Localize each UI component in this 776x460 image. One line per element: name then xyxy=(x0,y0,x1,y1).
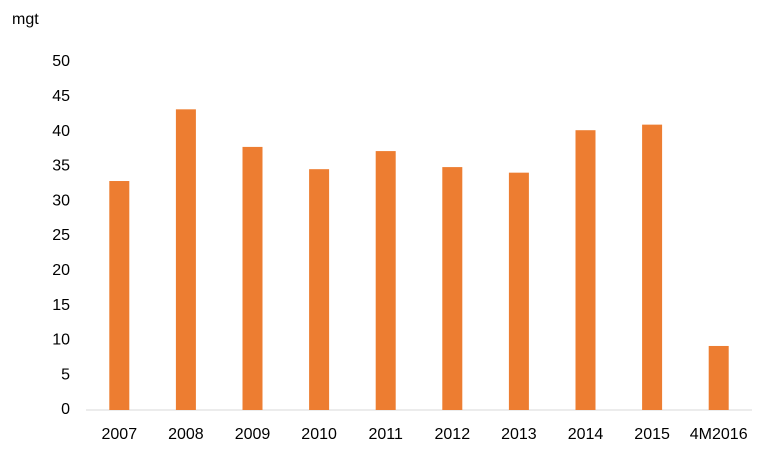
y-tick-label: 15 xyxy=(52,297,70,314)
x-tick-label: 2014 xyxy=(568,426,604,443)
x-tick-label: 2008 xyxy=(168,426,204,443)
x-tick-label: 4M2016 xyxy=(690,426,748,443)
x-tick-label: 2013 xyxy=(501,426,537,443)
y-tick-label: 20 xyxy=(52,262,70,279)
y-tick-label: 10 xyxy=(52,332,70,349)
bar xyxy=(508,172,529,410)
y-tick-label: 25 xyxy=(52,227,70,244)
bar xyxy=(708,345,729,410)
bar xyxy=(309,169,330,410)
x-tick-label: 2010 xyxy=(301,426,337,443)
bar xyxy=(109,181,130,410)
x-tick-label: 2007 xyxy=(102,426,138,443)
bar xyxy=(442,167,463,410)
bar xyxy=(175,109,196,410)
y-tick-label: 0 xyxy=(61,401,70,418)
x-tick-label: 2009 xyxy=(235,426,271,443)
y-tick-label: 30 xyxy=(52,192,70,209)
bar xyxy=(242,146,263,411)
y-axis-label: mgt xyxy=(12,11,39,28)
bar xyxy=(375,151,396,410)
y-tick-label: 5 xyxy=(61,366,70,383)
y-tick-label: 50 xyxy=(52,53,70,70)
y-tick-label: 45 xyxy=(52,88,70,105)
x-tick-label: 2011 xyxy=(368,426,403,443)
bar xyxy=(575,130,596,410)
y-tick-label: 40 xyxy=(52,123,70,140)
bar xyxy=(642,124,663,410)
x-tick-label: 2015 xyxy=(634,426,670,443)
y-tick-label: 35 xyxy=(52,158,70,175)
x-tick-label: 2012 xyxy=(435,426,471,443)
